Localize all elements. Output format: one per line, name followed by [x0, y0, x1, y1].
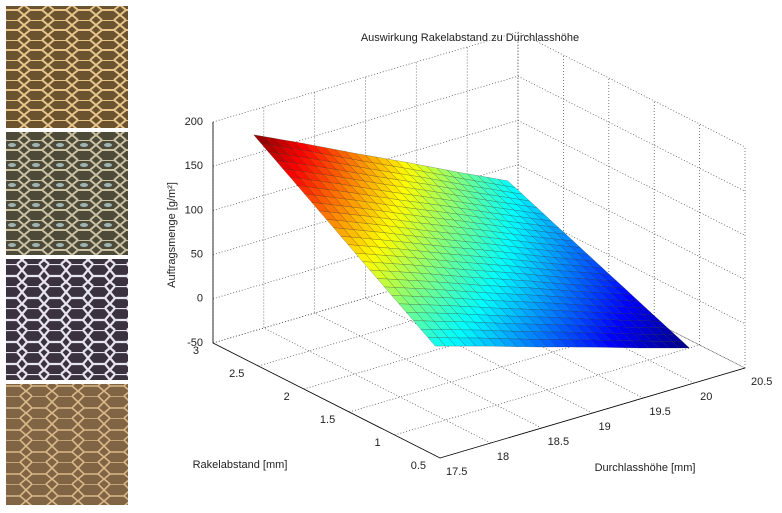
x-tick-label: 3: [193, 345, 199, 357]
surface-cell: [427, 337, 446, 347]
z-tick-label: 200: [185, 116, 203, 128]
y-tick-label: 20.5: [751, 376, 772, 388]
y-tick-label: 18: [497, 451, 509, 463]
grid-line: [263, 107, 491, 444]
chart-title: Auswirkung Rakelabstand zu Durchlasshöhe: [361, 32, 579, 44]
z-tick-label: 50: [191, 249, 203, 261]
grid-line: [212, 31, 746, 148]
z-tick-label: 0: [197, 293, 203, 305]
z-tick-label: -50: [187, 337, 203, 349]
x-tick-label: 1.5: [320, 414, 335, 426]
z-tick-label: 100: [185, 204, 203, 216]
y-tick-label: 19: [599, 421, 611, 433]
grid-line: [314, 92, 542, 429]
x-tick-label: 2.5: [229, 368, 244, 380]
photo: [6, 259, 128, 380]
x-tick-label: 2: [284, 391, 290, 403]
grid-line: [415, 62, 644, 399]
grid-line: [212, 75, 746, 192]
z-axis-label: Auftragsmenge [g/m²]: [166, 182, 178, 288]
x-axis-label: Rakelabstand [mm]: [193, 459, 288, 471]
axis-line: [212, 122, 746, 459]
y-tick-label: 20: [700, 391, 712, 403]
grid-line: [394, 124, 700, 436]
photo: [6, 384, 128, 505]
grid-line: [365, 77, 593, 414]
x-tick-label: 0.5: [411, 460, 426, 472]
y-tick-label: 18.5: [548, 436, 569, 448]
photo: [6, 132, 128, 255]
y-tick-label: 19.5: [649, 406, 670, 418]
photo: [6, 6, 128, 128]
x-tick-label: 1: [374, 437, 380, 449]
y-tick-label: 17.5: [446, 466, 467, 478]
z-tick-label: 150: [185, 160, 203, 172]
y-axis-label: Durchlasshöhe [mm]: [595, 462, 696, 474]
